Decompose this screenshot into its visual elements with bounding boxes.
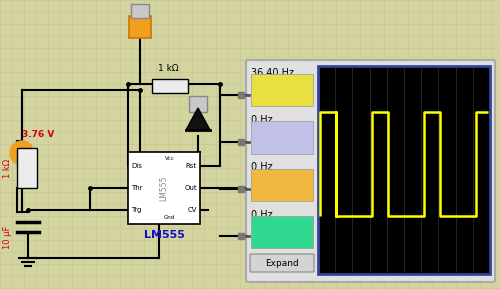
Bar xyxy=(128,152,200,224)
Text: Thr: Thr xyxy=(131,185,142,191)
Text: 0 Hz: 0 Hz xyxy=(251,162,272,173)
Bar xyxy=(152,79,188,93)
Text: Dis: Dis xyxy=(131,163,142,169)
Text: Vcc: Vcc xyxy=(165,156,174,161)
Bar xyxy=(251,216,313,248)
Bar xyxy=(251,168,313,201)
Text: 1 kΩ: 1 kΩ xyxy=(4,158,13,177)
FancyBboxPatch shape xyxy=(250,254,314,272)
Text: Rst: Rst xyxy=(186,163,197,169)
Text: Gnd: Gnd xyxy=(164,215,175,220)
FancyBboxPatch shape xyxy=(246,60,495,282)
Text: 36.40 Hz: 36.40 Hz xyxy=(251,68,294,78)
Text: 1 kΩ: 1 kΩ xyxy=(158,64,178,73)
Text: LM555: LM555 xyxy=(144,230,184,240)
Text: CV: CV xyxy=(188,207,197,213)
Bar xyxy=(251,74,313,106)
Text: Trg: Trg xyxy=(131,207,141,213)
Bar xyxy=(189,96,207,112)
Text: 0 Hz: 0 Hz xyxy=(251,210,272,220)
Polygon shape xyxy=(186,108,210,130)
Text: LM555: LM555 xyxy=(160,175,168,201)
Text: Out: Out xyxy=(184,185,197,191)
Text: 0 Hz: 0 Hz xyxy=(251,115,272,125)
Bar xyxy=(129,16,151,38)
Text: 10 µF: 10 µF xyxy=(4,225,13,249)
Bar xyxy=(251,121,313,153)
Bar xyxy=(17,148,37,188)
Bar xyxy=(131,4,149,18)
Text: 3.76 V: 3.76 V xyxy=(22,130,54,139)
Circle shape xyxy=(10,141,34,165)
Bar xyxy=(318,66,490,274)
Text: Expand: Expand xyxy=(265,258,299,268)
